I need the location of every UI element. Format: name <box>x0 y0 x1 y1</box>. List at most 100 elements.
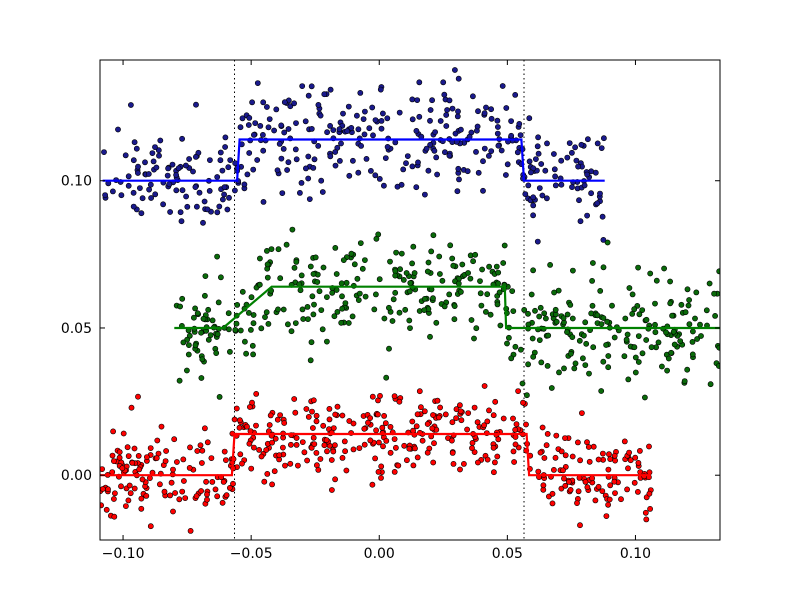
x-tick-label: 0.05 <box>492 546 523 562</box>
data-point <box>258 325 265 332</box>
data-point <box>471 335 477 342</box>
data-point <box>377 86 384 93</box>
data-point <box>120 430 127 437</box>
data-point <box>692 315 698 322</box>
data-point <box>618 496 624 503</box>
data-point <box>406 317 413 324</box>
data-point <box>472 251 479 258</box>
data-point <box>336 126 343 133</box>
data-point <box>661 265 667 272</box>
data-point <box>635 488 641 495</box>
data-point <box>387 449 394 456</box>
data-point <box>284 167 290 173</box>
data-point <box>495 142 502 149</box>
data-point <box>142 159 148 166</box>
data-point <box>130 203 137 210</box>
data-point <box>437 404 443 411</box>
data-point <box>198 460 205 466</box>
data-point <box>427 107 434 113</box>
data-point <box>492 398 499 405</box>
data-point <box>512 434 519 440</box>
data-point <box>131 139 138 146</box>
data-point <box>180 456 187 463</box>
data-point <box>553 318 560 325</box>
data-point <box>304 303 311 310</box>
data-point <box>392 444 399 451</box>
data-point <box>274 416 281 423</box>
data-point <box>501 242 508 249</box>
data-point <box>455 165 462 172</box>
data-point <box>454 188 461 195</box>
data-point <box>103 506 110 513</box>
data-point <box>443 112 450 118</box>
data-point <box>280 145 287 152</box>
data-point <box>204 206 211 213</box>
data-point <box>156 152 162 159</box>
data-point <box>580 355 586 362</box>
data-point <box>530 353 537 360</box>
data-point <box>538 161 545 167</box>
data-point <box>536 185 543 191</box>
data-point <box>525 182 532 189</box>
data-point <box>570 267 576 274</box>
data-point <box>477 290 484 297</box>
data-point <box>643 316 650 323</box>
data-point <box>313 412 320 419</box>
data-point <box>277 412 283 418</box>
data-point <box>260 99 267 106</box>
data-point <box>406 288 413 295</box>
data-point <box>101 149 107 155</box>
data-point <box>495 269 502 276</box>
data-point <box>332 149 339 155</box>
data-point <box>601 135 607 142</box>
data-point <box>504 161 511 168</box>
data-point <box>323 338 330 345</box>
data-point <box>682 309 689 316</box>
data-point <box>164 172 171 179</box>
data-point <box>471 449 478 455</box>
data-point <box>299 306 306 313</box>
data-point <box>606 451 612 458</box>
data-point <box>177 209 184 216</box>
data-point <box>671 341 678 348</box>
data-point <box>433 154 440 161</box>
data-point <box>179 187 186 194</box>
y-tick-label: 0.05 <box>61 321 92 337</box>
data-point <box>447 242 454 249</box>
data-point <box>590 260 596 266</box>
data-point <box>254 80 261 86</box>
data-point <box>424 421 431 427</box>
data-point <box>535 134 541 141</box>
data-point <box>482 308 489 315</box>
data-point <box>217 157 224 164</box>
data-point <box>421 295 428 302</box>
data-point <box>357 90 364 96</box>
data-point <box>598 388 605 394</box>
data-point <box>205 306 212 313</box>
data-point <box>327 153 334 160</box>
data-point <box>170 466 176 473</box>
data-point <box>600 236 607 243</box>
data-point <box>485 152 492 159</box>
data-point <box>544 362 551 369</box>
data-point <box>391 393 398 400</box>
data-point <box>503 105 510 111</box>
data-point <box>237 124 244 131</box>
data-point <box>387 258 393 265</box>
data-point <box>451 303 458 309</box>
data-point <box>409 116 416 123</box>
data-point <box>496 289 503 296</box>
data-point <box>378 463 385 470</box>
data-point <box>169 161 176 168</box>
data-point <box>233 320 240 327</box>
data-point <box>541 455 548 461</box>
data-point <box>541 310 548 317</box>
data-point <box>250 351 256 358</box>
data-point <box>356 290 363 297</box>
data-point <box>190 168 196 175</box>
data-point <box>131 485 138 492</box>
data-point <box>269 481 275 488</box>
data-point <box>226 484 233 491</box>
data-point <box>309 425 316 431</box>
data-point <box>479 266 485 273</box>
